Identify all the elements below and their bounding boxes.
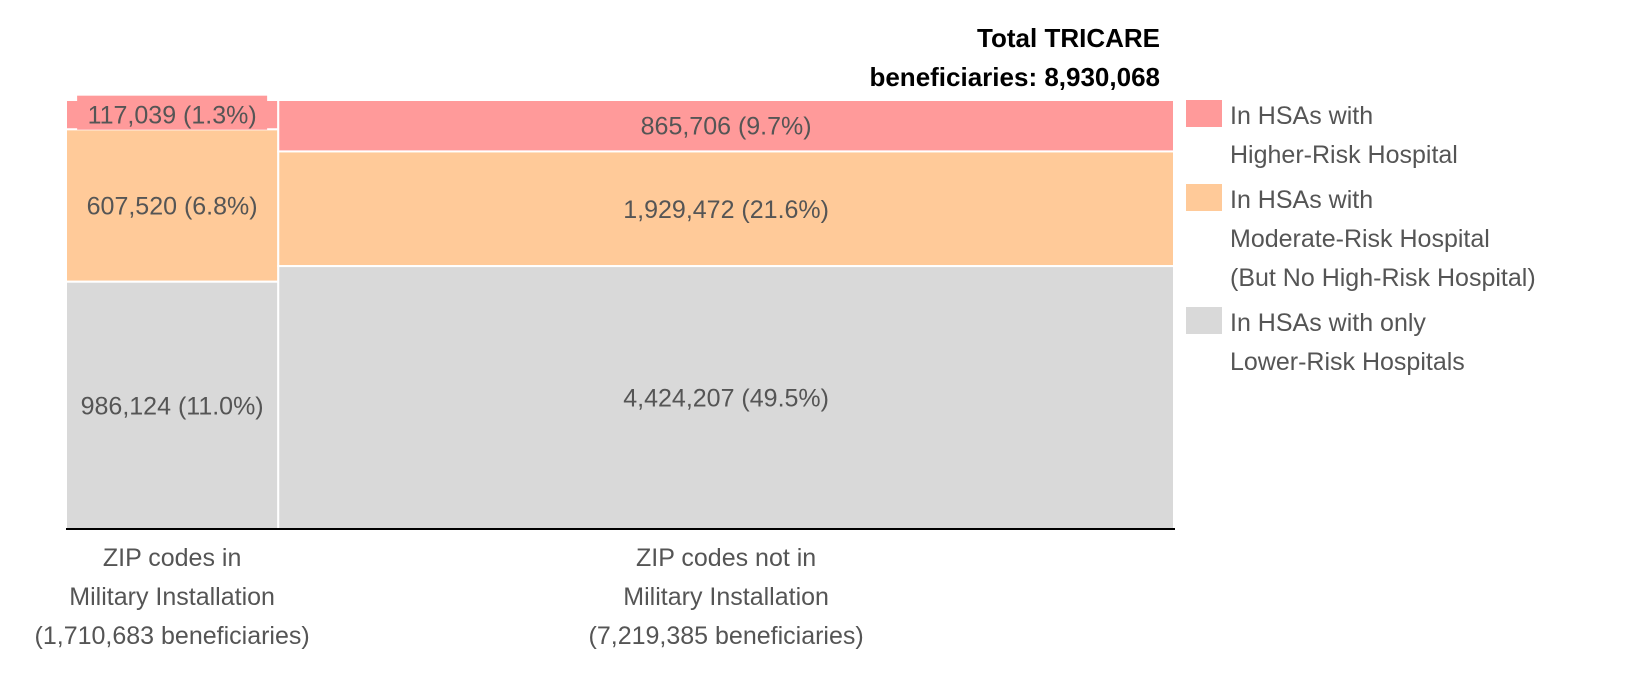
segment-label-lower-col-2: 4,424,207 (49.5%) <box>623 385 829 413</box>
legend-label-lower-line-2: Lower-Risk Hospitals <box>1230 348 1465 376</box>
legend-label-moderate-line-3: (But No High-Risk Hospital) <box>1230 264 1536 292</box>
column-label-1-line-2: Military Installation <box>69 583 275 611</box>
segment-label-lower-col-1: 986,124 (11.0%) <box>81 392 264 420</box>
legend-label-moderate-line-2: Moderate-Risk Hospital <box>1230 225 1490 253</box>
bar-segment-lower-col-2 <box>277 265 1175 530</box>
total-title-line-2: beneficiaries: 8,930,068 <box>869 62 1160 92</box>
plot-area <box>65 99 1175 530</box>
column-labels: ZIP codes in Military Installation (1,710,… <box>35 544 864 650</box>
segment-labels: 117,039 (1.3%) 607,520 (6.8%) 986,124 (11.… <box>77 95 829 420</box>
segment-label-bg-higher-col-1 <box>77 95 268 130</box>
column-label-2-line-1: ZIP codes not in <box>636 544 816 572</box>
column-label-1-line-1: ZIP codes in <box>103 544 242 572</box>
legend-swatch-moderate <box>1186 184 1222 211</box>
segment-label-moderate-col-1: 607,520 (6.8%) <box>87 193 258 221</box>
segment-label-moderate-col-2: 1,929,472 (21.6%) <box>623 196 829 224</box>
legend: In HSAs with Higher-Risk Hospital In HSAs … <box>1186 100 1536 376</box>
total-beneficiaries-title: Total TRICARE beneficiaries: 8,930,068 <box>869 23 1160 92</box>
bar-segment-moderate-col-2 <box>277 150 1175 268</box>
column-label-1-line-3: (1,710,683 beneficiaries) <box>35 622 310 650</box>
legend-swatch-higher <box>1186 100 1222 127</box>
segment-label-higher-col-2: 865,706 (9.7%) <box>641 113 812 141</box>
legend-label-higher-line-2: Higher-Risk Hospital <box>1230 141 1458 169</box>
legend-label-moderate-line-1: In HSAs with <box>1230 186 1373 214</box>
bar-segment-lower-col-1 <box>65 280 280 530</box>
segment-label-higher-col-1: 117,039 (1.3%) <box>88 102 257 130</box>
legend-label-lower-line-1: In HSAs with only <box>1230 309 1426 337</box>
column-label-2-line-2: Military Installation <box>623 583 829 611</box>
total-title-line-1: Total TRICARE <box>977 23 1160 53</box>
legend-swatch-lower <box>1186 307 1222 334</box>
legend-label-higher-line-1: In HSAs with <box>1230 102 1373 130</box>
bar-segment-moderate-col-1 <box>65 128 280 283</box>
column-label-2-line-3: (7,219,385 beneficiaries) <box>589 622 864 650</box>
bar-segment-higher-col-2 <box>277 99 1175 153</box>
